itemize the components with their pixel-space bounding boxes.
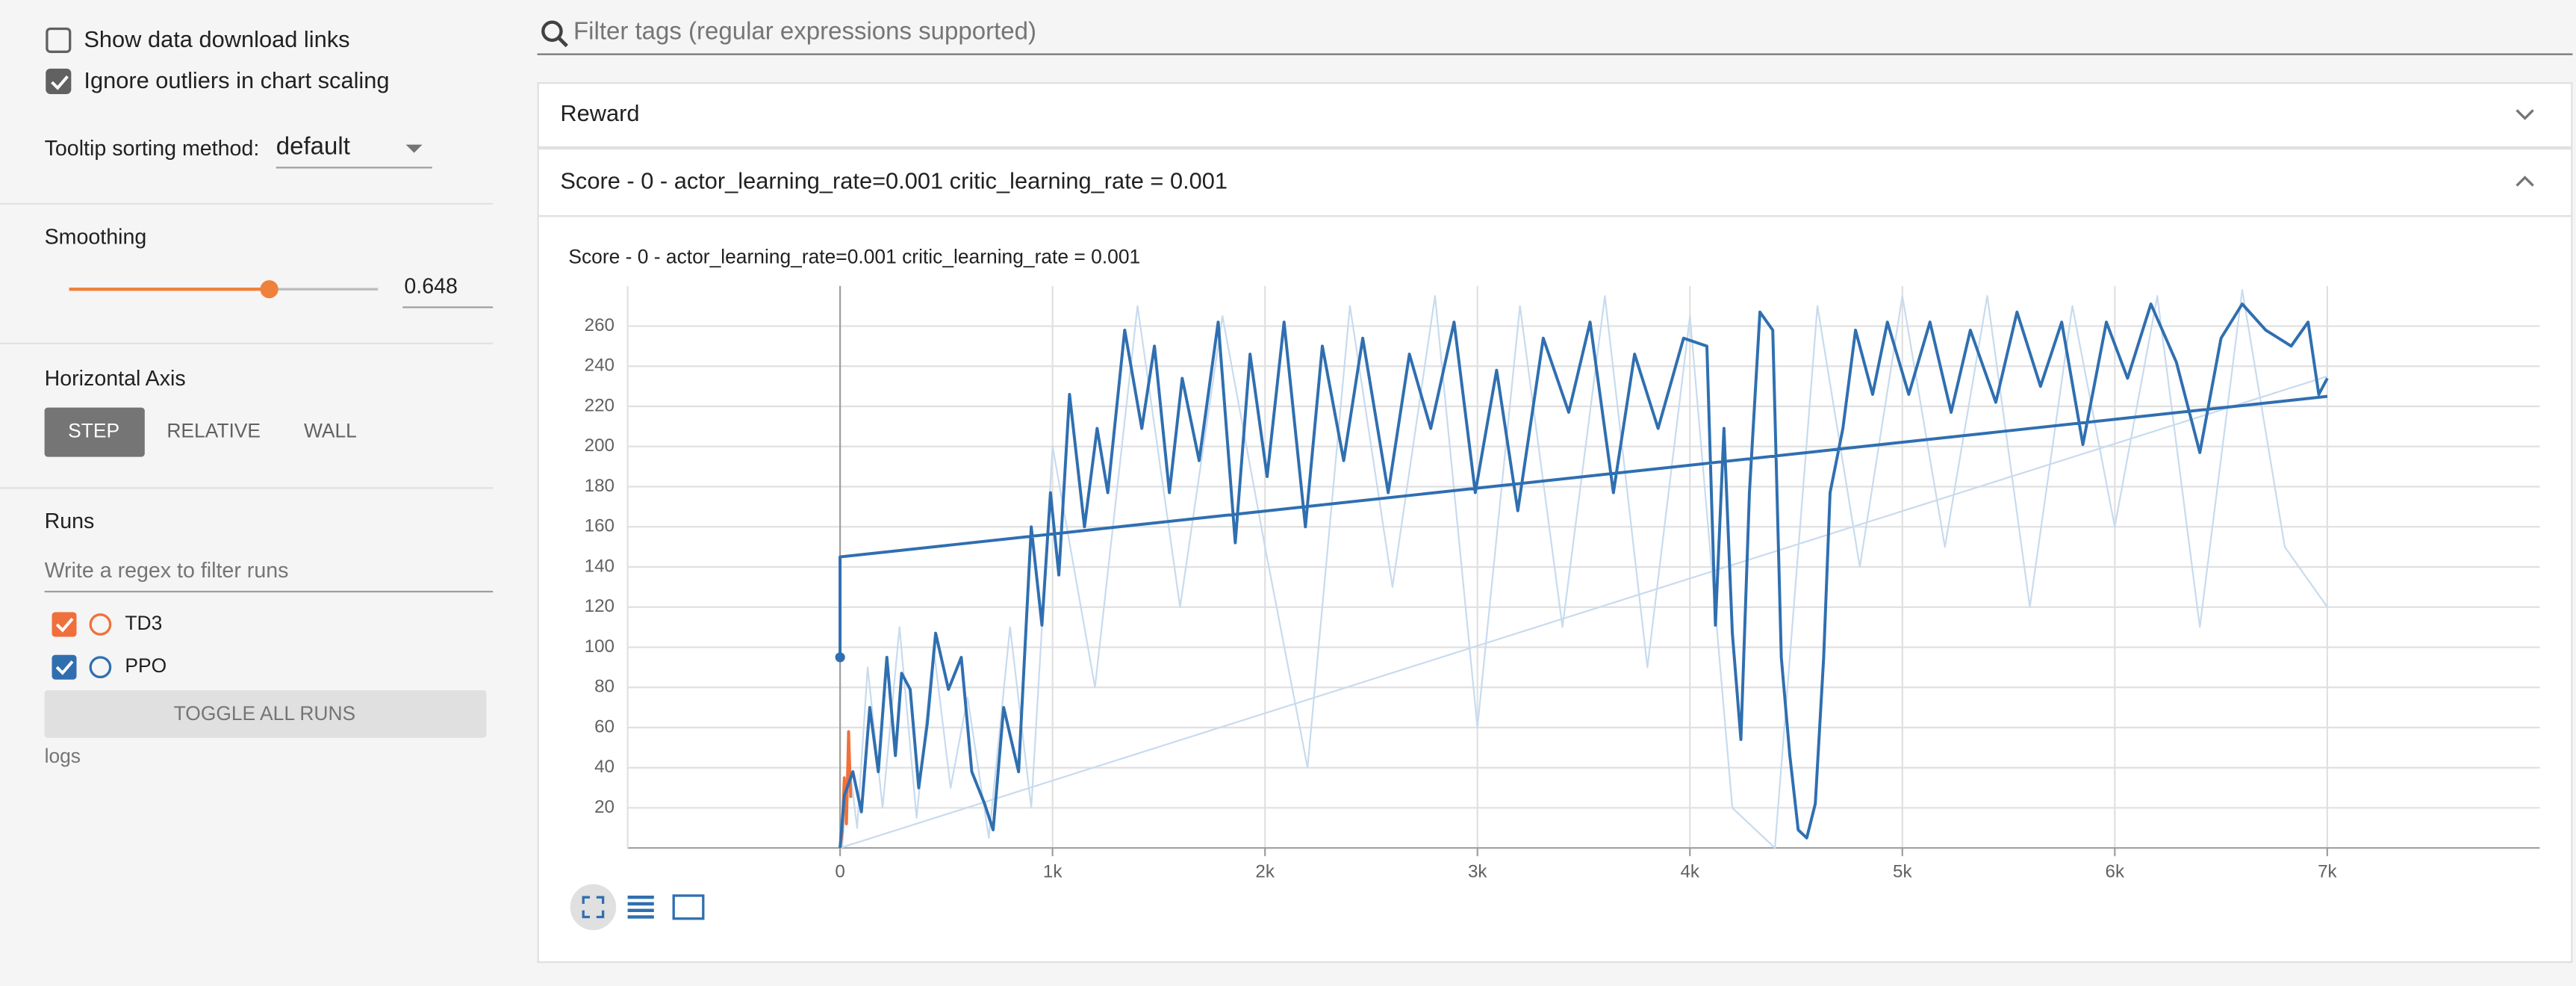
expand-chart-button[interactable] xyxy=(672,894,705,920)
collapse-icon[interactable] xyxy=(2516,176,2534,187)
toggle-button-label[interactable]: TOGGLE ALL RUNS xyxy=(174,702,355,725)
checkbox[interactable] xyxy=(46,68,72,94)
tooltip-select[interactable]: default xyxy=(276,132,350,160)
section-header[interactable] xyxy=(537,82,2573,148)
axis-label: Horizontal Axis xyxy=(45,367,186,391)
y-tick-label: 260 xyxy=(585,315,615,335)
checkbox-label[interactable]: Show data download links xyxy=(84,26,349,52)
y-tick-label: 60 xyxy=(594,716,615,737)
main: Filter tags (regular expressions support… xyxy=(537,17,2573,964)
run-checkbox[interactable] xyxy=(52,654,77,680)
dropdown-arrow[interactable] xyxy=(405,144,423,153)
axis-button-label[interactable]: RELATIVE xyxy=(167,420,261,442)
raw-line xyxy=(839,288,2328,849)
x-tick-label: 5k xyxy=(1893,862,1912,882)
search-icon xyxy=(557,36,568,48)
runs-label: Runs xyxy=(45,509,95,533)
fit-icon[interactable] xyxy=(582,896,605,919)
run-color[interactable] xyxy=(89,656,112,679)
plot: 20 40 60 80 100 120 140 160 180 200 220 240 260 0 1k 2k… xyxy=(585,285,2540,882)
run-name[interactable]: PPO xyxy=(125,654,167,677)
y-tick-label: 40 xyxy=(594,757,615,777)
expand-icon[interactable] xyxy=(2516,109,2534,120)
checkmark[interactable] xyxy=(55,618,74,633)
x-tick-label: 0 xyxy=(835,862,844,882)
checkbox-label[interactable]: Ignore outliers in chart scaling xyxy=(84,67,389,93)
x-tick-label: 1k xyxy=(1043,862,1063,882)
x-tick-label: 3k xyxy=(1468,862,1487,882)
chart-title: Score - 0 - actor_learning_rate=0.001 cr… xyxy=(568,245,1140,267)
sidebar: Show data download links Ignore outliers… xyxy=(0,26,494,767)
y-tick-label: 160 xyxy=(585,516,615,536)
y-tick-label: 220 xyxy=(585,395,615,415)
x-tick-label: 6k xyxy=(2106,862,2125,882)
tooltip-label: Tooltip sorting method: xyxy=(45,137,260,161)
y-tick-label: 100 xyxy=(585,636,615,657)
line xyxy=(839,303,2329,849)
checkmark[interactable] xyxy=(55,660,74,675)
smoothing-label: Smoothing xyxy=(45,226,147,249)
fit-domain-button[interactable] xyxy=(570,884,617,931)
y-tick-label: 140 xyxy=(585,556,615,576)
chart-card xyxy=(537,215,2573,964)
section-title[interactable]: Score - 0 - actor_learning_rate=0.001 cr… xyxy=(560,167,1228,193)
x-tick-label: 7k xyxy=(2318,862,2337,882)
run-name[interactable]: TD3 xyxy=(125,612,162,634)
toggle-button[interactable] xyxy=(44,690,487,738)
runs-filter[interactable]: Write a regex to filter runs xyxy=(45,559,289,583)
y-tick-label: 120 xyxy=(585,596,615,616)
start-point xyxy=(835,652,845,663)
x-tick-label: 4k xyxy=(1680,862,1699,882)
x-tick-label: 2k xyxy=(1255,862,1275,882)
run-checkbox[interactable] xyxy=(52,612,77,637)
y-tick-label: 240 xyxy=(585,356,615,376)
checkmark[interactable] xyxy=(51,75,69,90)
search-icon xyxy=(541,20,563,43)
slider-thumb[interactable] xyxy=(260,280,279,299)
axis-button-label[interactable]: WALL xyxy=(304,420,357,442)
smoothing-input[interactable]: 0.648 xyxy=(404,275,458,299)
section-title[interactable]: Reward xyxy=(560,100,639,126)
axis-button-label[interactable]: STEP xyxy=(68,420,119,442)
y-tick-label: 200 xyxy=(585,435,615,456)
axis-button[interactable] xyxy=(44,407,145,457)
tag-filter[interactable]: Filter tags (regular expressions support… xyxy=(573,17,1036,45)
run-color[interactable] xyxy=(89,613,112,636)
y-tick-label: 20 xyxy=(594,797,615,817)
y-tick-label: 80 xyxy=(594,677,615,697)
log-scale-button[interactable] xyxy=(627,896,654,919)
section-header[interactable] xyxy=(537,148,2573,217)
checkbox[interactable] xyxy=(46,27,72,53)
y-tick-label: 180 xyxy=(585,476,615,496)
logs-label: logs xyxy=(45,745,81,767)
